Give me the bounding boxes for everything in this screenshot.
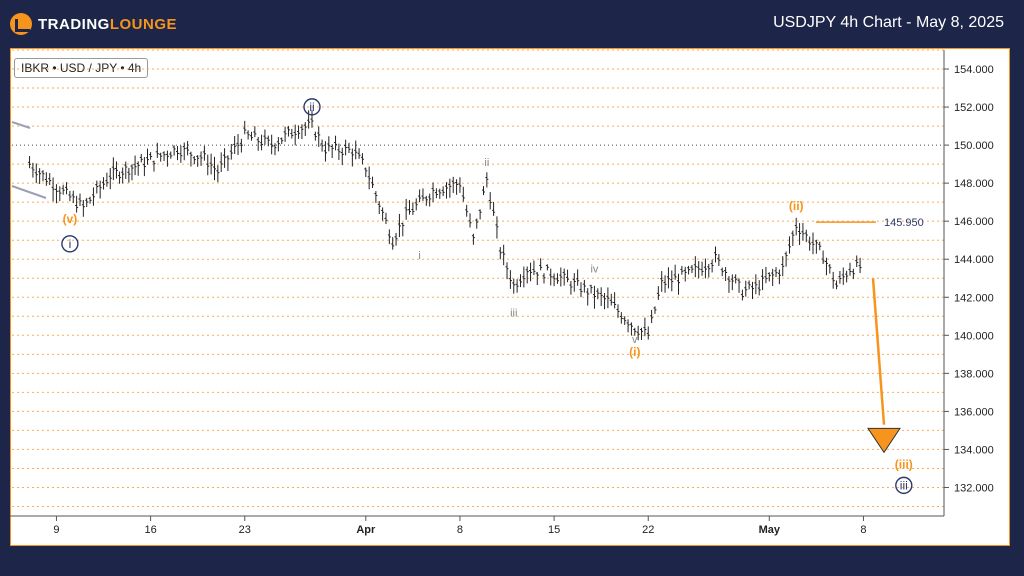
wave-label: i xyxy=(418,250,420,262)
x-tick-label: Apr xyxy=(356,524,376,536)
axes: 154.000 152.000 150.000 148.000 146.000 144.0… xyxy=(10,50,994,536)
wave-label-circle xyxy=(61,235,79,253)
x-tick-label: 15 xyxy=(548,524,560,536)
wave-label: iii xyxy=(900,478,908,492)
wave-label: (i) xyxy=(629,345,640,359)
header: TRADINGLOUNGE USDJPY 4h Chart - May 8, 2… xyxy=(0,0,1024,48)
y-tick-label: 154.000 xyxy=(954,64,994,76)
wave-label: ii xyxy=(484,157,489,169)
y-tick-label: 148.000 xyxy=(954,178,994,190)
logo-text: TRADINGLOUNGE xyxy=(38,15,177,33)
wave-label: i xyxy=(69,237,72,251)
symbol-label[interactable]: IBKR • USD / JPY • 4h xyxy=(14,58,149,78)
brand-logo: TRADINGLOUNGE xyxy=(10,12,177,36)
wave-label: (v) xyxy=(63,212,78,226)
y-tick-label: 150.000 xyxy=(954,140,994,152)
trend-line xyxy=(11,185,47,199)
projection-arrow-shaft xyxy=(871,278,886,425)
x-tick-label: May xyxy=(759,524,781,536)
logo-icon xyxy=(10,13,32,35)
wave-label: ii xyxy=(309,100,314,114)
wave-label-circle xyxy=(895,476,913,495)
price-series: 145.950 xyxy=(11,110,924,454)
y-tick-label: 146.000 xyxy=(954,216,994,228)
x-tick-label: 16 xyxy=(144,524,156,536)
x-tick-label: 22 xyxy=(642,524,654,536)
wave-label-circle xyxy=(303,98,321,116)
x-tick-label: 9 xyxy=(53,524,59,536)
wave-label: (ii) xyxy=(789,199,804,213)
y-tick-label: 144.000 xyxy=(954,254,994,266)
wave-label: iv xyxy=(590,264,598,276)
y-tick-label: 134.000 xyxy=(954,444,994,456)
page-title: USDJPY 4h Chart - May 8, 2025 xyxy=(773,14,1004,31)
grid-lines xyxy=(12,49,944,507)
y-tick-label: 152.000 xyxy=(954,102,994,114)
y-tick-label: 136.000 xyxy=(954,406,994,418)
trend-line xyxy=(11,121,31,129)
y-tick-label: 140.000 xyxy=(954,330,994,342)
wave-label: (iii) xyxy=(895,457,913,471)
y-tick-label: 142.000 xyxy=(954,292,994,304)
x-tick-label: 8 xyxy=(457,524,463,536)
wave-label: v xyxy=(632,334,638,346)
wave-label: iii xyxy=(510,307,517,319)
x-tick-label: 23 xyxy=(239,524,251,536)
projection-arrow-head xyxy=(867,427,901,454)
y-tick-label: 132.000 xyxy=(954,482,994,494)
y-tick-label: 138.000 xyxy=(954,368,994,380)
x-tick-label: 8 xyxy=(860,524,866,536)
price-marker-label: 145.950 xyxy=(884,217,924,229)
